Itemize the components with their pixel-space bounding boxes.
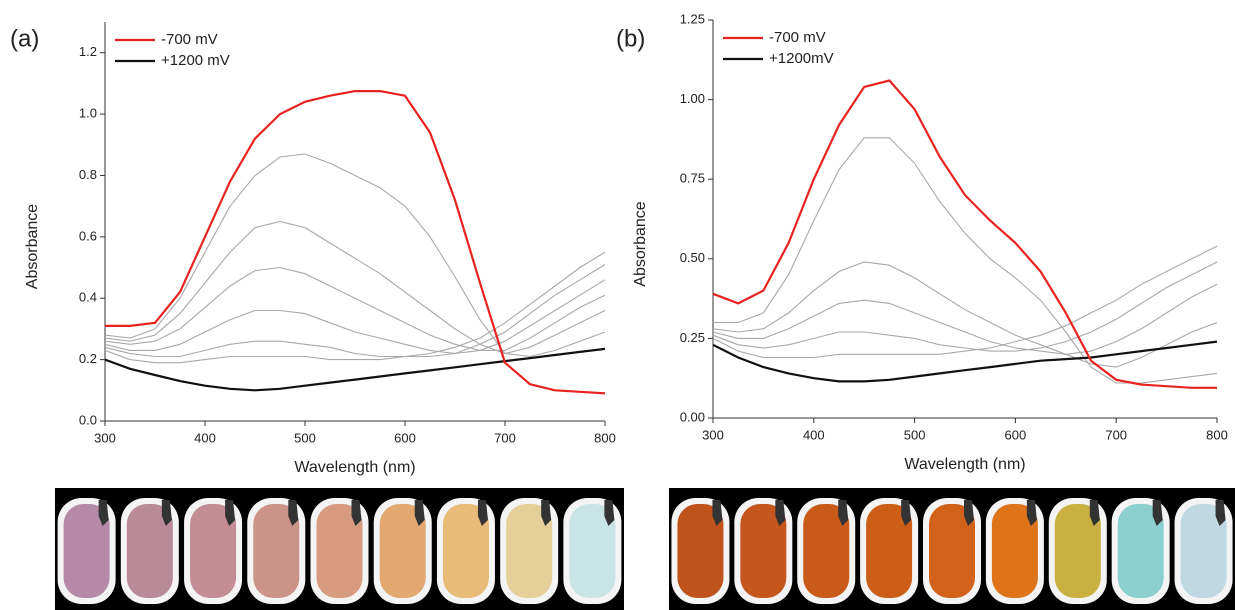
series-line [712,79,1217,389]
x-tick-label: 600 [1005,427,1027,442]
x-tick-label: 400 [803,427,825,442]
cuvette [677,504,724,598]
legend-label: +1200mV [769,50,834,67]
electrode [541,500,552,526]
y-tick-label: 1.0 [79,106,97,121]
y-tick-label: 1.2 [79,44,97,59]
electrode [1152,500,1163,526]
x-tick-label: 600 [394,430,416,445]
electrode [161,500,172,526]
electrode [351,500,362,526]
cuvette [803,504,850,598]
y-tick-label: 0.4 [79,290,97,305]
series-line [712,261,1218,352]
series-line [104,347,606,392]
electrode [604,500,615,526]
y-tick-label: 1.00 [680,91,705,106]
electrode [477,500,488,526]
x-tick-label: 500 [294,430,316,445]
series-line [104,279,606,355]
cuvette [442,504,489,598]
electrode [98,500,109,526]
series-line [712,261,1218,368]
cuvette [316,504,363,598]
cuvette [253,504,300,598]
y-tick-label: 0.8 [79,167,97,182]
electrode [1089,500,1100,526]
x-tick-label: 500 [904,427,926,442]
electrode [964,500,974,526]
electrode [1215,500,1226,526]
legend-label: +1200 mV [161,52,230,69]
electrode [775,500,786,526]
cuvette [126,504,173,598]
electrode [288,500,299,526]
panel-label: (b) [616,25,645,52]
electrode [712,500,723,526]
x-axis-label: Wavelength (nm) [904,456,1025,473]
cuvette [929,504,975,598]
x-axis-label: Wavelength (nm) [294,459,415,476]
electrode [225,500,236,526]
y-tick-label: 0.25 [680,330,705,345]
x-tick-label: 800 [594,430,616,445]
y-tick-label: 0.2 [79,351,97,366]
cuvette [1117,504,1164,598]
x-tick-label: 400 [194,430,216,445]
cuvette [740,504,787,598]
cuvette [991,504,1038,598]
y-tick-label: 0.6 [79,228,97,243]
legend-label: -700 mV [161,31,218,48]
cuvette [190,504,237,598]
series-line [105,90,606,395]
cuvette [506,504,553,598]
cuvette [63,504,110,598]
y-tick-label: 0.00 [680,409,705,424]
series-line [104,251,606,364]
cuvette [379,504,426,598]
series-line [712,245,1218,359]
electrode [838,500,849,526]
y-tick-label: 1.25 [680,11,705,26]
x-tick-label: 300 [702,427,724,442]
cuvette [1054,504,1101,598]
series-line [712,283,1218,355]
y-tick-label: 0.50 [680,250,705,265]
electrode [901,500,912,526]
series-line [104,266,606,351]
x-tick-label: 800 [1206,427,1228,442]
cuvette [569,504,616,598]
x-tick-label: 700 [494,430,516,445]
cuvette [866,504,913,598]
electrode [1026,500,1037,526]
y-tick-label: 0.75 [680,171,705,186]
x-tick-label: 300 [94,430,116,445]
series-line [712,340,1218,383]
series-line [104,264,606,358]
cuvette [1180,504,1227,598]
series-line [104,153,606,358]
y-axis-label: Absorbance [24,204,41,289]
x-tick-label: 700 [1105,427,1127,442]
legend-label: -700 mV [769,29,826,46]
series-line [713,137,1218,384]
series-line [104,220,606,355]
y-tick-label: 0.0 [79,412,97,427]
panel-label: (a) [10,25,39,52]
y-axis-label: Absorbance [632,201,649,286]
electrode [414,500,425,526]
